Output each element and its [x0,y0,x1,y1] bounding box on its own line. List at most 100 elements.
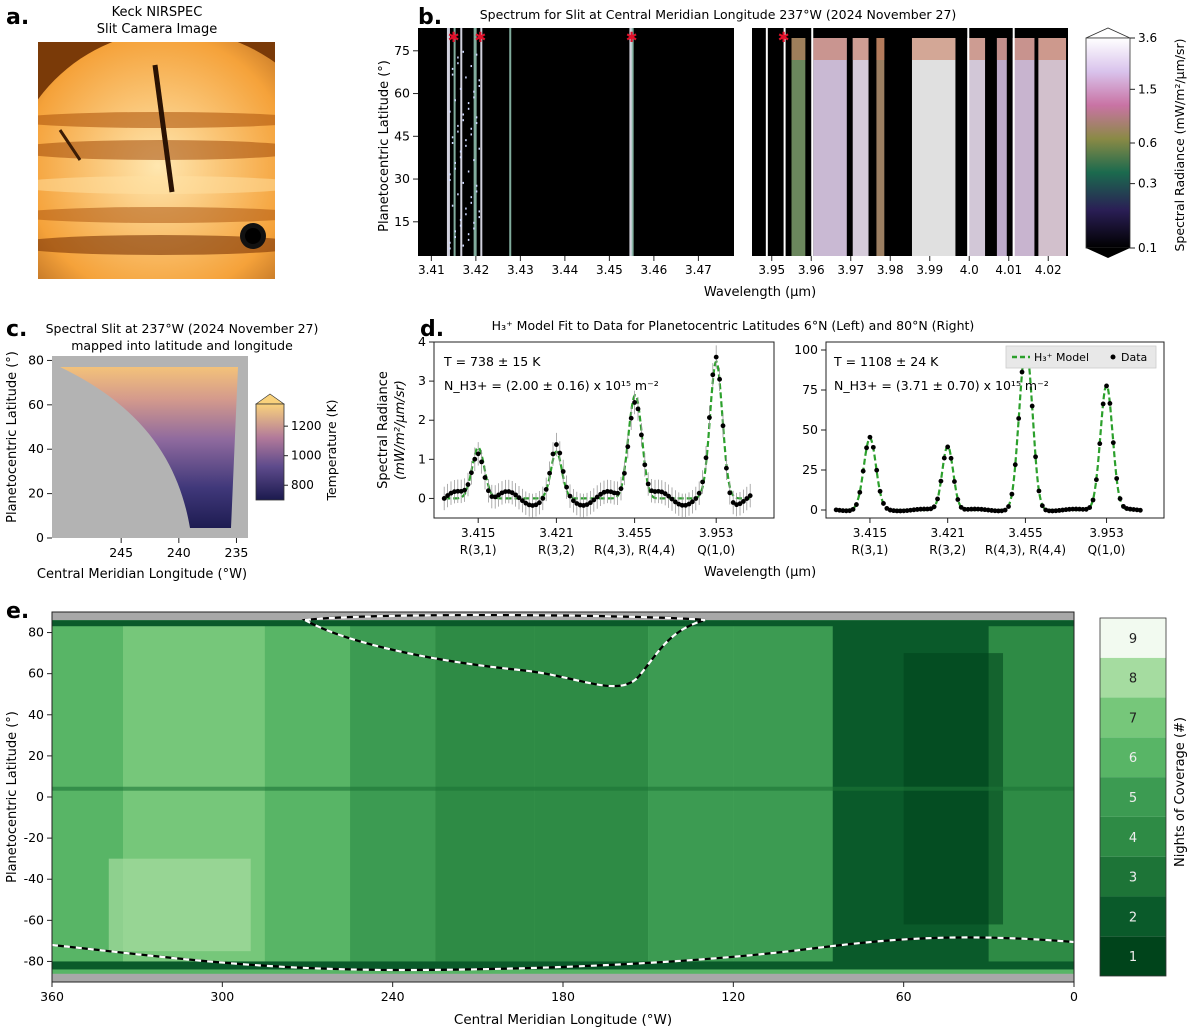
data-point [588,500,593,506]
ytick-label: 60 [28,666,44,681]
xtick-label: 3.44 [552,263,579,277]
panel-b-title: Spectrum for Slit at Central Meridian Lo… [480,7,957,22]
ytick-label: 45 [394,128,410,143]
legend-data-swatch [1110,354,1116,360]
data-point [625,444,631,450]
south-edge-band [52,961,1074,970]
coverage-colorbar-tick-label: 4 [1129,831,1137,846]
data-point [679,502,685,508]
xtick-label: 0 [1070,989,1078,1004]
slit-line [152,64,175,193]
xtick-label: 300 [210,989,234,1004]
speckle [449,110,451,113]
coverage-colorbar-segment [1100,936,1166,976]
data-point [741,499,746,504]
xtick-wavelength: 3.415 [461,526,495,540]
coverage-colorbar-frame [1099,617,1167,977]
panel-c-title-line2: mapped into latitude and longitude [71,338,293,353]
data-point [469,470,474,476]
ytick-label: 60 [28,397,44,412]
speckle [454,99,456,102]
coverage-colorbar-tick-label: 5 [1129,791,1137,806]
data-point [864,445,869,451]
speckle [478,79,481,82]
data-point [635,406,641,412]
cbar-tick-label: 1200 [291,419,322,433]
emission-band-top [813,38,847,60]
data-point [547,470,552,476]
data-point [1033,454,1038,460]
xtick-wavelength: 3.455 [617,526,651,540]
speckle [451,136,454,139]
data-point [550,451,556,457]
data-point [700,479,705,485]
emission-line [765,28,768,256]
xtick-transition: R(3,1) [460,543,497,557]
panel-a-title-line2: Slit Camera Image [97,22,218,37]
data-point [472,456,478,462]
data-point [1107,401,1113,406]
data-point [1009,491,1015,497]
coverage-colorbar-tick-label: 8 [1129,672,1137,687]
xtick-label: 245 [109,545,133,560]
speckle [451,73,454,76]
speckle [459,87,462,90]
ytick-label: 50 [802,422,818,437]
panel-d-xlabel: Wavelength (μm) [704,565,816,580]
panel-c-letter: c. [6,317,27,342]
xtick-label: 3.41 [418,263,445,277]
xtick-label: 4.02 [1035,263,1062,277]
data-point [1073,506,1079,512]
data-point [571,498,576,504]
speckle [475,116,478,119]
data-point [465,482,471,487]
panel-d-ticks: 0 1 2 3 4 3.415 R(3,1) 3.421 R(3,2) 3.455 R(4,3), … [418,334,1125,557]
panel-e-letter: e. [6,599,29,624]
ytick-label: 30 [394,171,410,186]
coverage-colorbar-segment [1100,697,1166,738]
speckle [459,224,462,227]
coverage-colorbar-segment [1100,657,1166,698]
data-point [669,496,675,502]
speckle [449,173,451,176]
data-point [554,442,559,447]
speckle [467,233,470,236]
speckle [467,170,470,173]
speckle [451,204,454,207]
cbar-tick-label: 0.1 [1138,241,1157,255]
emission-band-top [791,38,806,60]
xtick-label: 120 [721,989,745,1004]
data-point [897,508,903,514]
panel-d: d. H₃⁺ Model Fit to Data for Planetocent… [376,317,1165,580]
speckle [465,139,467,142]
data-point [874,467,880,473]
panel-d-title: H₃⁺ Model Fit to Data for Planetocentric… [492,318,975,333]
speckle [475,184,478,187]
data-point [482,475,488,480]
speckle [462,119,465,122]
speckle [470,201,473,204]
spec-colorbar-extend-top [1085,27,1131,39]
data-point [540,495,546,501]
ytick-label: 20 [28,486,44,501]
coverage-band [350,624,436,966]
panel-c-yticks: 0 20 40 60 80 [28,352,52,545]
data-point [509,490,515,496]
speckle [457,62,459,65]
xtick-label: 360 [40,989,64,1004]
data-point [455,488,461,494]
line-marker-star: ✱ [626,30,638,46]
data-point [727,490,733,496]
speckle [457,124,459,127]
data-point [564,484,569,490]
coverage-map [52,620,1074,974]
data-point [686,501,692,507]
data-point [1090,497,1096,503]
data-point [938,478,944,484]
xtick-transition: R(3,2) [538,543,575,557]
emission-band-top [911,38,956,60]
speckle [449,247,451,250]
panel-b-left-image [418,28,734,256]
data-point [520,498,525,504]
coverage-colorbar-segment [1100,777,1166,817]
